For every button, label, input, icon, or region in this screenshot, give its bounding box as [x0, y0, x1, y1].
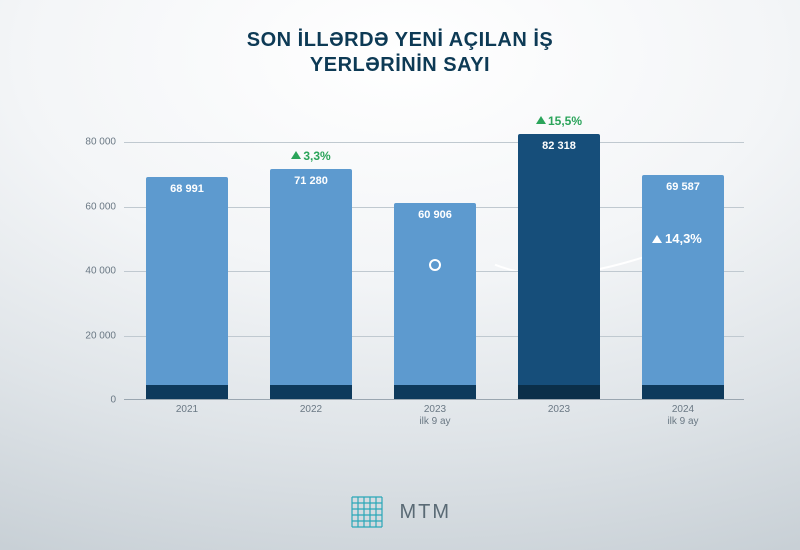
bar-value-label: 68 991 — [146, 183, 228, 195]
x-tick-label: 2023 — [518, 404, 600, 416]
bar: 69 587 — [642, 175, 724, 399]
bar-base — [270, 385, 352, 399]
bar: 82 318 — [518, 134, 600, 399]
bar: 60 906 — [394, 203, 476, 399]
y-axis: 020 00040 00060 00080 000 — [64, 110, 124, 400]
y-tick-label: 60 000 — [85, 201, 116, 212]
gridline — [124, 142, 744, 143]
bar-value-label: 82 318 — [518, 140, 600, 152]
x-tick-label: 2023 ilk 9 ay — [394, 404, 476, 427]
bar-base — [394, 385, 476, 399]
growth-text: 15,5% — [548, 114, 582, 128]
logo-mark-icon — [349, 494, 385, 530]
bar: 68 991 — [146, 177, 228, 399]
arrow-origin-ring-icon — [429, 259, 441, 271]
x-tick-label: 2021 — [146, 404, 228, 416]
logo: MTM — [0, 494, 800, 530]
inside-growth-text: 14,3% — [665, 231, 702, 246]
y-tick-label: 40 000 — [85, 266, 116, 277]
logo-text: MTM — [399, 501, 451, 524]
y-tick-label: 0 — [110, 395, 116, 406]
growth-label: 3,3% — [270, 149, 352, 163]
x-axis-labels: 2021 2022 2023 ilk 9 ay 2023 2024 ilk 9 ay — [124, 400, 744, 430]
bar-value-label: 71 280 — [270, 175, 352, 187]
page: SON İLLƏRDƏ YENİ AÇILAN İŞ YERLƏRİNİN SA… — [0, 0, 800, 550]
bar-base — [518, 385, 600, 399]
growth-label: 15,5% — [518, 114, 600, 128]
bar-base — [642, 385, 724, 399]
bar-value-label: 60 906 — [394, 209, 476, 221]
bar-base — [146, 385, 228, 399]
inside-growth-label: 14,3% — [652, 231, 702, 246]
bar-chart: 0 20 000 40 000 60 000 80 000 68 991 71 280 3,… — [64, 110, 744, 430]
y-tick-label: 20 000 — [85, 330, 116, 341]
x-tick-label: 2024 ilk 9 ay — [642, 404, 724, 427]
y-tick-label: 80 000 — [85, 137, 116, 148]
chart-title: SON İLLƏRDƏ YENİ AÇILAN İŞ YERLƏRİNİN SA… — [0, 28, 800, 78]
bar: 71 280 — [270, 169, 352, 399]
x-tick-label: 2022 — [270, 404, 352, 416]
plot-area: 68 991 71 280 3,3% 60 906 82 318 15,5% 69 587 1… — [124, 110, 744, 400]
bar-value-label: 69 587 — [642, 181, 724, 193]
growth-text: 3,3% — [303, 149, 330, 163]
